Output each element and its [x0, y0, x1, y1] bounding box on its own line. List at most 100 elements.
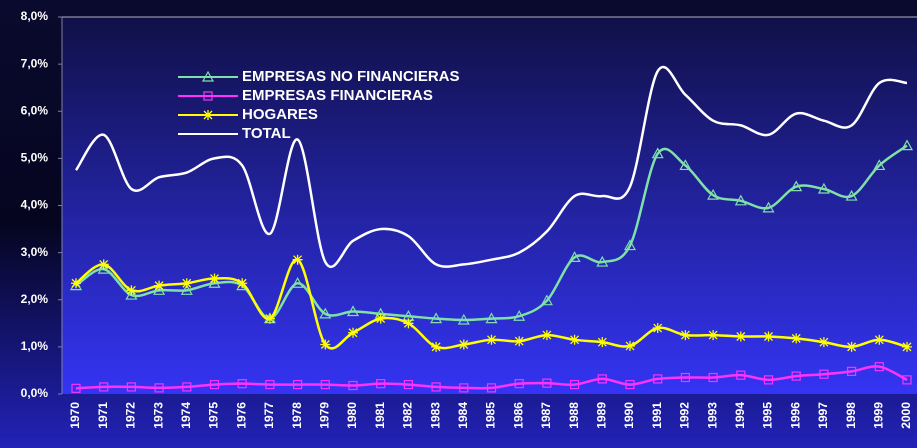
marker — [126, 285, 137, 296]
marker — [154, 383, 164, 393]
x-tick-label: 1972 — [124, 402, 138, 429]
x-tick-label: 1986 — [511, 402, 525, 429]
legend-label: TOTAL — [242, 125, 291, 142]
y-tick-label: 1,0% — [21, 339, 49, 353]
marker — [348, 380, 358, 391]
marker — [763, 375, 774, 385]
x-tick-label: 1974 — [179, 402, 193, 429]
marker — [208, 277, 221, 288]
marker — [846, 366, 857, 376]
marker — [819, 369, 829, 379]
x-tick-label: 1990 — [622, 402, 636, 429]
marker — [818, 337, 829, 348]
marker — [485, 312, 498, 324]
x-tick-label: 1971 — [96, 402, 110, 429]
marker — [265, 379, 275, 390]
marker — [431, 382, 441, 392]
marker — [541, 330, 552, 341]
marker — [707, 188, 720, 200]
marker — [653, 374, 663, 384]
marker — [597, 337, 608, 348]
marker — [153, 284, 166, 295]
marker — [459, 383, 469, 393]
marker — [625, 379, 635, 390]
marker — [99, 382, 109, 392]
marker — [708, 330, 719, 341]
x-tick-label: 1988 — [567, 402, 581, 429]
marker — [154, 280, 165, 291]
marker — [762, 201, 775, 213]
x-tick-label: 1996 — [788, 402, 802, 429]
marker — [735, 331, 746, 342]
marker — [873, 159, 886, 171]
x-tick-label: 1985 — [484, 402, 498, 429]
y-tick-label: 0,0% — [21, 386, 49, 400]
marker — [651, 147, 664, 159]
legend-label: HOGARES — [242, 106, 318, 123]
marker — [320, 379, 330, 390]
marker — [430, 312, 443, 324]
marker — [376, 379, 386, 389]
marker — [201, 70, 215, 82]
x-tick-label: 1979 — [317, 402, 331, 429]
x-tick-label: 1994 — [733, 402, 747, 429]
x-tick-label: 1983 — [428, 402, 442, 429]
marker — [203, 110, 213, 120]
marker — [817, 182, 830, 194]
y-tick-label: 3,0% — [21, 245, 49, 259]
marker — [431, 341, 442, 352]
marker — [791, 333, 802, 344]
series-line — [74, 66, 908, 268]
marker — [845, 189, 858, 201]
marker — [623, 239, 637, 251]
marker — [514, 379, 524, 389]
marker — [264, 313, 275, 324]
x-tick-label: 1991 — [650, 402, 664, 429]
x-tick-label: 1976 — [234, 402, 248, 429]
marker — [846, 341, 857, 352]
marker — [625, 340, 635, 351]
y-tick-label: 5,0% — [21, 151, 49, 165]
marker — [874, 362, 884, 372]
marker — [209, 379, 220, 390]
y-tick-label: 4,0% — [21, 198, 49, 212]
marker — [209, 273, 220, 284]
marker — [457, 313, 470, 325]
x-tick-label: 1977 — [262, 402, 276, 429]
marker — [790, 180, 803, 192]
marker — [71, 278, 81, 289]
marker — [346, 305, 360, 317]
x-tick-label: 1995 — [761, 402, 775, 429]
marker — [652, 323, 663, 334]
x-tick-label: 1975 — [207, 402, 221, 429]
marker — [569, 334, 580, 345]
marker — [319, 307, 332, 319]
marker — [292, 254, 303, 265]
marker — [734, 194, 747, 206]
marker — [375, 313, 386, 324]
x-tick-label: 1998 — [844, 402, 858, 429]
marker — [98, 259, 109, 270]
x-tick-label: 1987 — [539, 402, 553, 429]
legend-label: EMPRESAS FINANCIERAS — [242, 87, 433, 104]
legend-label: EMPRESAS NO FINANCIERAS — [242, 68, 460, 85]
marker — [874, 334, 885, 345]
marker — [763, 331, 774, 342]
x-tick-label: 1970 — [68, 402, 82, 429]
marker — [126, 382, 137, 392]
marker — [71, 383, 81, 393]
marker — [320, 339, 331, 350]
marker — [902, 375, 912, 385]
marker — [486, 383, 497, 393]
marker — [902, 341, 912, 352]
marker — [237, 379, 247, 389]
marker — [596, 255, 609, 267]
marker — [513, 310, 526, 321]
marker — [291, 277, 304, 288]
y-tick-label: 7,0% — [21, 56, 49, 70]
x-tick-label: 1978 — [290, 402, 304, 429]
y-tick-label: 8,0% — [21, 9, 49, 23]
marker — [97, 262, 110, 274]
marker — [237, 278, 248, 289]
marker — [203, 91, 213, 101]
